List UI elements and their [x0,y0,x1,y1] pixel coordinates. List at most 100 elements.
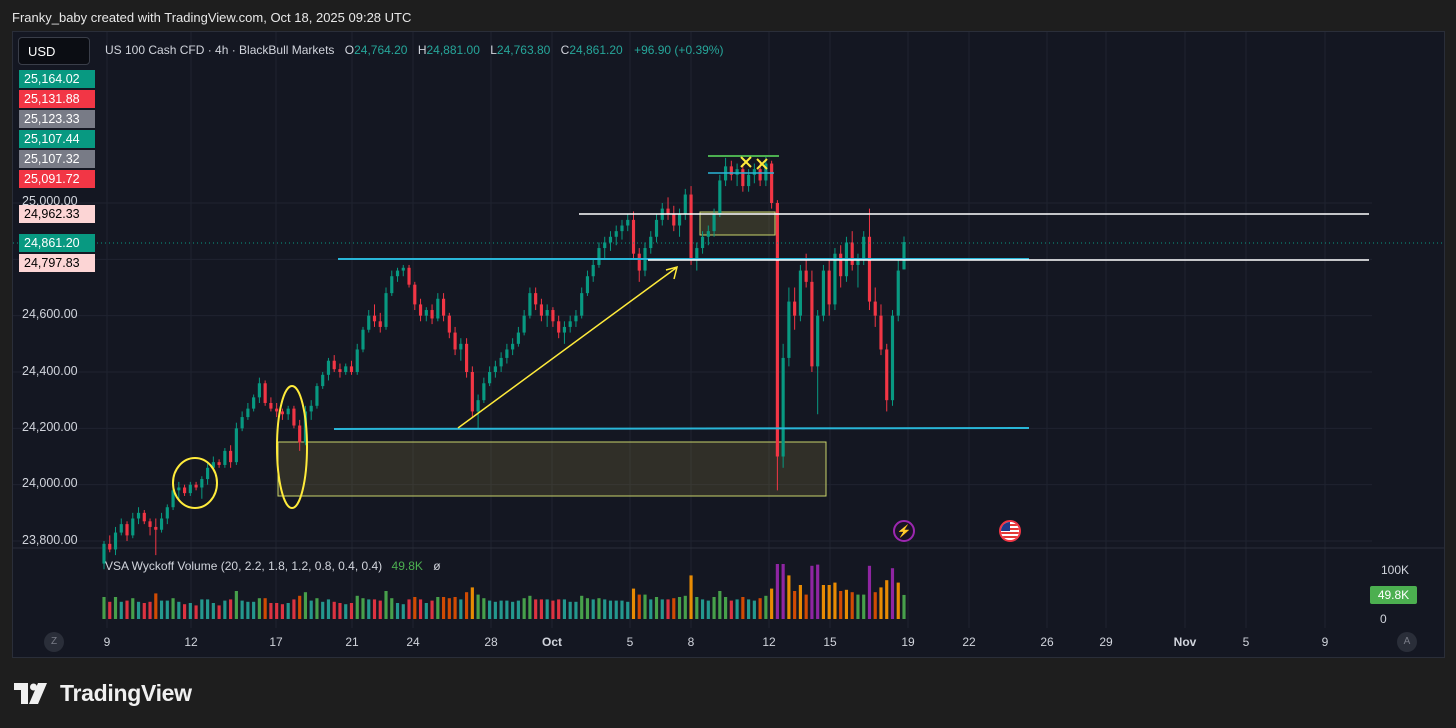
volume-bar [534,599,538,619]
volume-bar [292,599,296,619]
candle-body [557,321,561,333]
currency-button[interactable]: USD [18,37,90,65]
candle-body [683,194,687,215]
candle-body [885,349,889,401]
volume-bar [879,587,883,619]
candle-body [551,310,555,322]
volume-bar [395,603,400,619]
volume-bar [113,597,118,619]
volume-bar [257,598,261,619]
candle-body [488,372,492,384]
candle-body [223,450,227,465]
candle-body [125,524,129,536]
candle-body [695,248,699,260]
volume-bar [165,600,169,619]
volume-bar [361,598,365,619]
candle-body [315,386,319,406]
price-tag: 25,091.72 [19,170,95,188]
candle-body [522,315,526,333]
volume-bar [493,601,497,619]
change-value: +96.90 (+0.39%) [634,43,724,57]
volume-bar [683,595,687,619]
x-axis-label: 19 [901,635,915,649]
volume-bar [775,564,779,619]
x-axis-label: 22 [962,635,976,649]
volume-bar [430,600,434,619]
annotation-lines [13,155,1444,509]
volume-bar [470,587,474,619]
candle-body [200,479,204,488]
volume-bar [545,599,549,619]
volume-bar [626,601,630,619]
high-label: H [417,43,427,57]
volume-bar [603,599,607,619]
tradingview-logo[interactable]: TradingView [14,680,192,707]
x-axis-label: 9 [103,635,111,649]
volume-bar [729,600,733,619]
candle-body [280,411,284,415]
candle-body [465,343,469,372]
volume-bar [240,600,244,619]
candle-body [718,180,722,215]
low-label: L [490,43,497,57]
candle-body [816,315,820,367]
candle-body [182,487,187,494]
trend-arrow [457,267,677,429]
candle-body [361,329,365,350]
highlight-ellipse [276,385,308,509]
volume-bar [890,568,895,619]
candle-body [367,315,371,330]
price-tag: 24,962.33 [19,205,95,223]
hide-indicator-icon[interactable]: ø [433,559,441,573]
lightning-icon[interactable]: ⚡ [893,520,915,542]
volume-bar [706,600,710,619]
volume-bar [827,585,831,619]
us-flag-icon[interactable] [999,520,1021,542]
candle-body [712,214,716,232]
volume-bar [631,588,636,619]
candle-body [349,366,354,372]
volume-bar [488,600,492,619]
volume-bar [482,598,486,619]
candle-body [528,293,532,316]
volume-bar [574,601,578,619]
candle-body [482,383,486,401]
candle-body [890,315,895,401]
volume-bar [372,599,377,619]
volume-bar [608,600,613,619]
auto-scale-button[interactable]: A [1397,632,1417,652]
volume-bar [747,599,751,619]
candle-body [597,248,601,265]
volume-bar [516,600,520,619]
volume-bar [465,592,469,619]
grid [13,32,1444,628]
candle-body [401,267,405,271]
volume-bar [643,594,647,619]
volume-bar [315,598,319,619]
volume-bar [108,601,112,619]
x-axis-label: 29 [1099,635,1113,649]
volume-bar [614,600,618,619]
trend-arrow-head [665,265,679,280]
zoom-button[interactable]: Z [44,632,64,652]
volume-bar [194,605,198,619]
candle-body [580,293,584,316]
candle-body [142,512,146,522]
price-tag: 25,164.02 [19,70,95,88]
volume-bar [234,591,238,619]
candle-body [775,202,779,457]
volume-bar [660,599,664,619]
x-axis-label: 5 [626,635,634,649]
candle-body [770,163,774,203]
candle-body [441,298,446,316]
candle-body [171,490,175,508]
candle-body [378,321,382,327]
candle-body [159,518,164,530]
candle-body [626,219,630,226]
symbol-name[interactable]: US 100 Cash CFD · 4h · BlackBull Markets [105,43,335,57]
highlight-circle [172,457,218,509]
volume-indicator-name[interactable]: VSA Wyckoff Volume (20, 2.2, 1.8, 1.2, 0… [105,559,383,573]
volume-bar [286,603,290,619]
volume-bar [689,575,693,619]
